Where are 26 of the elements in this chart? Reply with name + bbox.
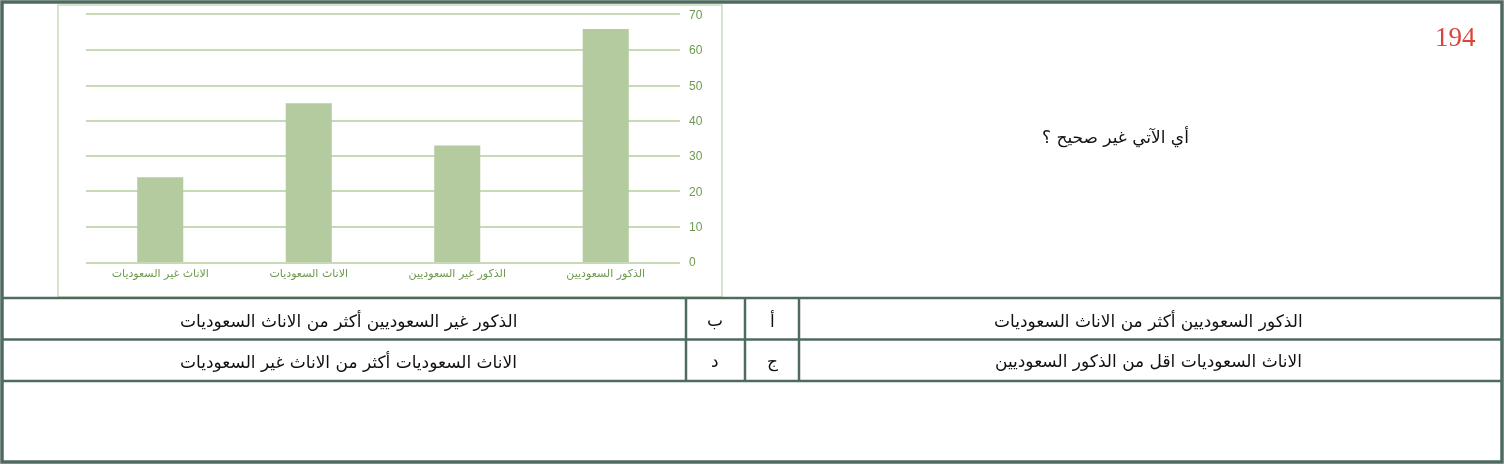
- text: أ: [770, 310, 775, 331]
- y-tick-label: 10: [689, 219, 703, 234]
- x-tick-label: الاناث السعوديات: [269, 266, 348, 280]
- text: ب: [707, 310, 724, 330]
- y-tick-label: 60: [689, 43, 703, 58]
- y-tick-label: 50: [689, 78, 703, 93]
- bar: [285, 103, 332, 262]
- text: أي الآتي غير صحيح ؟: [1042, 126, 1189, 148]
- x-tick-label: الاناث غير السعوديات: [111, 266, 209, 280]
- text: ج: [767, 351, 778, 372]
- y-tick-label: 30: [689, 149, 703, 164]
- text: د: [711, 351, 719, 371]
- x-tick-label: الذكور السعوديين: [566, 266, 646, 280]
- text: 194: [1435, 22, 1476, 52]
- x-tick-label: الذكور غير السعوديين: [408, 266, 506, 280]
- y-tick-label: 20: [689, 184, 703, 199]
- bar: [582, 29, 629, 262]
- text: الذكور غير السعوديين أكثر من الاناث السعوديات: [180, 310, 518, 331]
- bar: [137, 177, 184, 262]
- y-tick-label: 70: [689, 8, 703, 23]
- text: الاناث السعوديات أكثر من الاناث غير السعوديات: [180, 351, 517, 372]
- text: الذكور السعوديين أكثر من الاناث السعوديات: [994, 310, 1303, 331]
- y-tick-label: 40: [689, 114, 703, 129]
- text: الاناث السعوديات اقل من الذكور السعوديين: [995, 351, 1302, 371]
- bar: [434, 145, 481, 262]
- y-tick-label: 0: [689, 255, 696, 270]
